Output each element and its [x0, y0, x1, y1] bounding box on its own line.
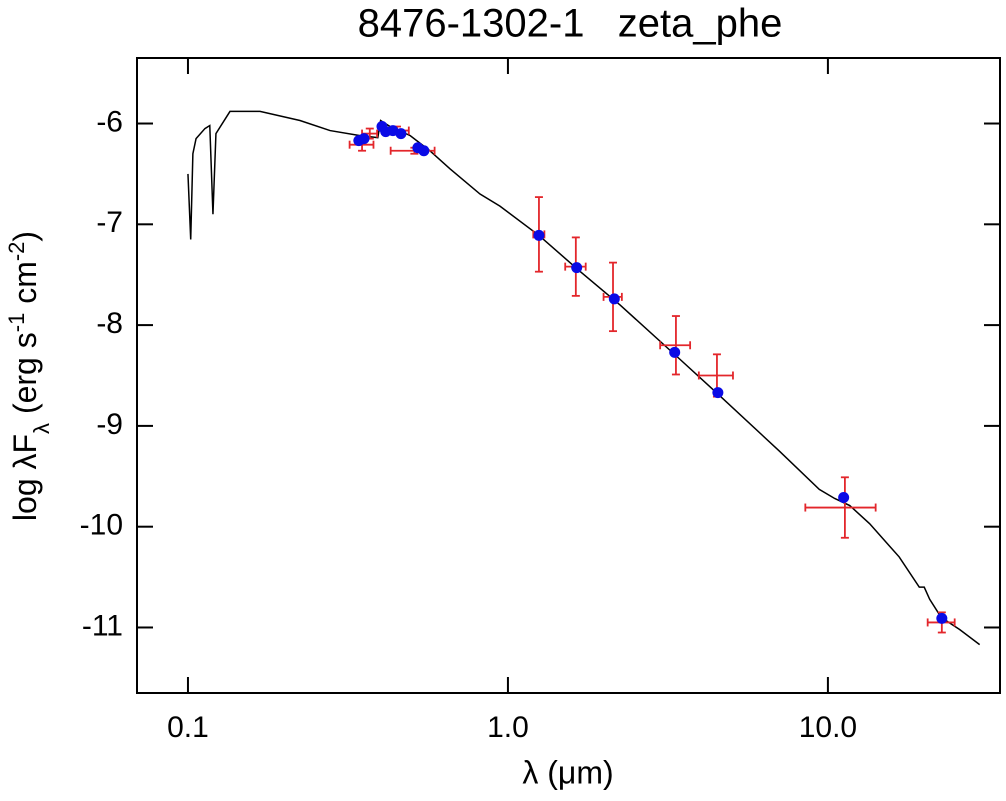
y-tick-label: -11 [82, 609, 123, 642]
model-point [533, 229, 545, 241]
model-point [358, 133, 370, 145]
model-point [712, 387, 724, 399]
y-axis-label-part: λ [29, 423, 54, 434]
y-axis-label-part: ) [7, 231, 43, 242]
y-tick-label: -10 [80, 509, 123, 542]
model-point [395, 128, 407, 140]
y-axis-label-part: -2 [4, 242, 29, 262]
model-point [418, 145, 430, 157]
y-tick-label: -7 [96, 206, 123, 239]
x-tick-label: 1.0 [487, 711, 529, 744]
error-bar [804, 476, 877, 539]
x-axis-label: λ (μm) [522, 754, 613, 790]
model-point [838, 491, 850, 503]
error-bar [659, 315, 692, 376]
y-axis-label-part: -1 [4, 313, 29, 333]
y-tick-label: -9 [96, 408, 123, 441]
model-point [669, 346, 681, 358]
plot-frame [136, 57, 1001, 694]
chart-title: 8476-1302-1 zeta_phe [358, 2, 783, 46]
model-point [936, 612, 948, 624]
y-tick-label: -6 [96, 105, 123, 138]
y-axis-label-part: (erg s [7, 332, 43, 423]
y-axis-label: log λFλ (erg s-1 cm-2) [4, 231, 54, 521]
model-point [608, 293, 620, 305]
y-tick-label: -8 [96, 307, 123, 340]
x-tick-label: 0.1 [167, 711, 209, 744]
model-point [571, 262, 583, 274]
y-axis-label-part: log λF [7, 434, 43, 521]
x-tick-label: 10.0 [799, 711, 857, 744]
y-axis-label-part: cm [7, 261, 43, 313]
model-spectrum [187, 110, 981, 646]
